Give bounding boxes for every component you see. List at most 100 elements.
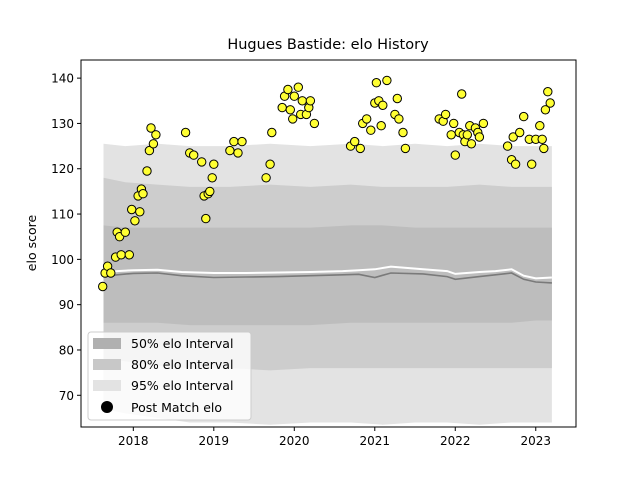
legend-label-50: 50% elo Interval	[131, 336, 233, 351]
data-point	[449, 118, 459, 129]
data-point	[446, 130, 456, 140]
data-point	[355, 143, 365, 154]
data-point	[265, 159, 275, 169]
data-point	[283, 84, 293, 95]
data-point	[537, 134, 547, 145]
data-point	[474, 132, 485, 142]
data-point	[545, 98, 555, 108]
data-point	[289, 91, 299, 101]
data-point	[539, 143, 549, 154]
data-point	[207, 173, 217, 183]
data-point	[225, 145, 235, 156]
y-tick-label: 70	[59, 389, 74, 403]
data-point	[305, 96, 316, 106]
data-point	[400, 143, 411, 154]
data-point	[378, 100, 388, 111]
data-point	[135, 207, 145, 217]
data-point	[450, 150, 460, 160]
data-point	[142, 166, 152, 176]
y-tick-label: 130	[51, 117, 74, 131]
legend-box	[87, 331, 252, 421]
legend-label-95: 95% elo Interval	[131, 378, 233, 393]
data-point	[392, 93, 402, 104]
data-point	[180, 127, 191, 138]
data-point	[144, 145, 155, 156]
data-point	[466, 139, 477, 149]
x-tick-label: 2020	[279, 434, 310, 448]
y-tick-label: 140	[51, 72, 74, 86]
legend-marker-icon	[101, 401, 113, 413]
post-match-points	[98, 75, 555, 292]
data-point	[540, 105, 551, 115]
data-point	[309, 118, 320, 129]
data-point	[457, 89, 467, 99]
data-point	[297, 96, 307, 106]
data-point	[127, 204, 137, 215]
data-point	[293, 82, 303, 92]
y-tick-label: 80	[59, 343, 74, 357]
plot-frame	[80, 59, 577, 428]
data-point	[197, 157, 207, 167]
data-point	[267, 127, 277, 138]
data-point	[398, 127, 408, 138]
chart-title: Hugues Bastide: elo History	[227, 37, 429, 53]
legend-label-points: Post Match elo	[131, 400, 222, 415]
data-point	[146, 123, 156, 133]
data-point	[371, 78, 382, 88]
data-point	[366, 125, 376, 135]
data-point	[350, 136, 360, 147]
data-point	[151, 130, 161, 140]
data-point	[502, 141, 513, 151]
legend-swatch-50	[93, 338, 121, 349]
data-point	[229, 136, 239, 147]
data-point	[515, 127, 525, 138]
data-point	[205, 186, 215, 197]
median-elo-line	[103, 265, 552, 280]
data-point	[478, 118, 489, 129]
legend-swatch-80	[93, 359, 121, 370]
x-tick-label: 2023	[520, 434, 551, 448]
data-point	[508, 132, 518, 142]
data-point	[237, 136, 247, 147]
data-point	[209, 159, 219, 169]
data-point	[382, 75, 392, 86]
data-point	[535, 121, 545, 131]
x-tick-label: 2018	[118, 434, 149, 448]
data-point	[394, 114, 404, 124]
data-point	[440, 109, 451, 120]
data-point	[233, 148, 243, 158]
data-point	[277, 102, 287, 113]
data-point	[462, 130, 472, 140]
mean-elo-line	[103, 272, 552, 284]
data-point	[285, 105, 295, 115]
y-tick-label: 90	[59, 298, 74, 312]
y-tick-label: 120	[51, 162, 74, 176]
y-tick-label: 110	[51, 208, 74, 222]
y-axis: 70 80 90 100 110 120 130 140	[51, 72, 81, 403]
legend-swatch-95	[93, 380, 121, 391]
data-point	[543, 87, 553, 97]
data-point	[201, 213, 211, 224]
x-axis: 2018 2019 2020 2021 2022 2023	[118, 427, 551, 448]
data-point	[510, 159, 521, 169]
x-tick-label: 2021	[360, 434, 391, 448]
data-point	[120, 227, 131, 237]
data-point	[98, 281, 108, 292]
data-point	[527, 159, 537, 169]
data-point	[288, 114, 298, 124]
data-point	[261, 173, 271, 183]
y-tick-label: 100	[51, 253, 74, 267]
data-point	[189, 150, 199, 160]
x-tick-label: 2022	[440, 434, 471, 448]
trend-lines	[103, 265, 552, 284]
data-point	[106, 268, 116, 278]
data-point	[362, 114, 372, 124]
data-point	[138, 189, 148, 199]
y-axis-label: elo score	[24, 215, 39, 272]
data-point	[376, 121, 386, 131]
x-tick-label: 2019	[199, 434, 230, 448]
legend: 50% elo Interval 80% elo Interval 95% el…	[87, 331, 252, 421]
data-point	[130, 216, 140, 226]
legend-label-80: 80% elo Interval	[131, 357, 233, 372]
